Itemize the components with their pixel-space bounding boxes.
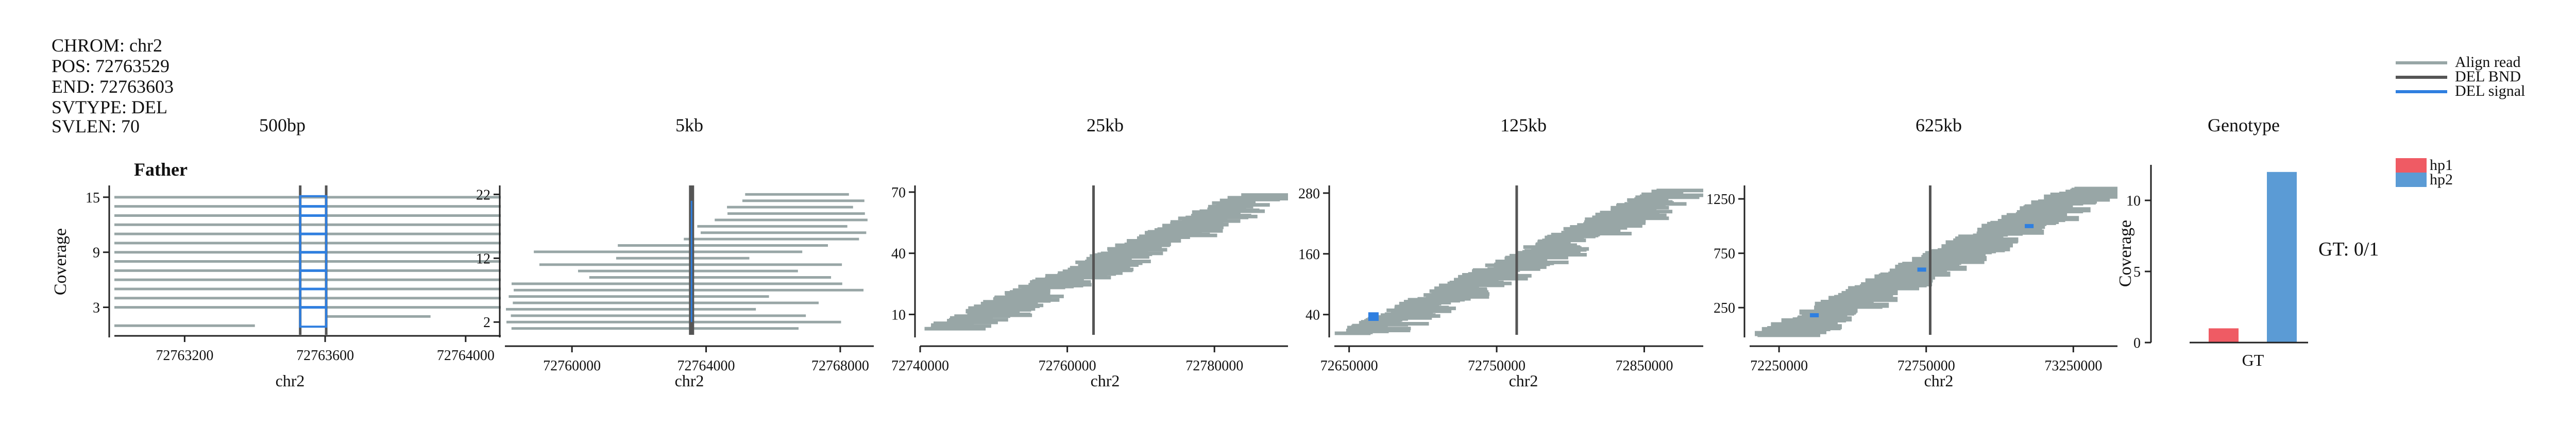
panel-title-125kb: 125kb [1500,115,1547,135]
x-axis-label-500bp: chr2 [276,371,305,390]
panel-title-625kb: 625kb [1916,115,1962,135]
info-pos: POS: 72763529 [52,56,170,76]
p125kb-x-tick-label-2: 72850000 [1615,358,1673,374]
info-svtype: SVTYPE: DEL [52,97,167,117]
info-end: END: 72763603 [52,76,174,97]
p625kb-x-tick-label-2: 73250000 [2044,358,2102,374]
p5kb-y-tick-label-0: 2 [483,315,490,331]
p625kb-y-tick-label-0: 250 [1714,300,1735,316]
p5kb-x-tick-label-2: 72768000 [811,358,869,374]
p625kb-x-tick-label-1: 72750000 [1897,358,1955,374]
p25kb-x-tick-label-0: 72740000 [891,358,949,374]
p125kb-x-tick-label-1: 72750000 [1468,358,1526,374]
legend-align-read: Align read [2455,54,2520,71]
hp1-label: hp1 [2430,157,2453,174]
panel-title-500bp: 500bp [259,115,306,135]
p500bp-x-tick-label-1: 72763600 [296,348,354,364]
sv-info: CHROM: chr2 POS: 72763529 END: 72763603 … [52,35,174,137]
p500bp-x-tick-label-2: 72764000 [437,348,495,364]
info-svlen: SVLEN: 70 [52,116,140,137]
p125kb-y-tick-label-0: 40 [1306,308,1320,323]
genotype-bar-hp1 [2209,328,2239,343]
panel-title-genotype: Genotype [2208,115,2280,135]
sample-name: Father [134,159,188,180]
genotype-bar-hp2 [2267,172,2297,343]
genotype-y-tick-label-0: 0 [2133,335,2141,351]
x-axis-label-625kb: chr2 [1924,371,1954,390]
genotype-gt-label: GT: 0/1 [2318,238,2379,260]
p500bp-y-tick-label-1: 9 [93,245,100,261]
p625kb-x-tick-label-0: 72250000 [1750,358,1808,374]
p25kb-y-tick-label-0: 10 [891,307,906,323]
p25kb-y-tick-label-1: 40 [891,246,906,262]
genotype-y-tick-label-1: 5 [2133,264,2141,280]
legend-del-bnd: DEL BND [2455,68,2521,85]
p125kb-x-tick-label-0: 72650000 [1320,358,1378,374]
hp1-swatch [2396,158,2427,173]
p625kb-y-tick-label-1: 750 [1714,246,1735,262]
hp2-swatch [2396,173,2427,187]
legend: Align read DEL BND DEL signal [2396,54,2525,99]
p25kb-x-tick-label-1: 72760000 [1039,358,1096,374]
genotype-y-axis-label: Coverage [2116,220,2135,287]
p500bp-y-tick-label-0: 3 [93,300,100,316]
y-axis-label-coverage: Coverage [51,228,70,295]
x-axis-label-25kb: chr2 [1091,371,1120,390]
p500bp-y-tick-label-2: 15 [86,190,100,206]
p500bp-signal-box [299,195,328,328]
hp-legend: hp1 hp2 [2396,157,2453,188]
chart-marks: 72763200 72763600 72764000 3 9 15 72760000 7276… [86,165,2308,374]
x-axis-label-125kb: chr2 [1509,371,1538,390]
legend-del-signal: DEL signal [2455,82,2525,99]
info-chrom: CHROM: chr2 [52,35,162,56]
p125kb-y-tick-label-2: 280 [1298,186,1320,202]
p25kb-y-tick-label-2: 70 [891,185,906,201]
p5kb-y-tick-label-1: 12 [476,251,490,267]
p625kb-y-tick-label-2: 1250 [1706,192,1735,208]
panel-title-25kb: 25kb [1087,115,1124,135]
p25kb-x-tick-label-2: 72780000 [1185,358,1243,374]
genotype-x-tick-label: GT [2242,351,2264,369]
p5kb-x-tick-label-1: 72764000 [677,358,735,374]
x-axis-label-5kb: chr2 [675,371,704,390]
p125kb-y-tick-label-1: 160 [1298,247,1320,263]
p5kb-x-tick-label-0: 72760000 [543,358,601,374]
hp2-label: hp2 [2430,171,2453,188]
genotype-y-tick-label-2: 10 [2126,193,2141,209]
p500bp-x-tick-label-0: 72763200 [156,348,213,364]
panel-title-5kb: 5kb [675,115,703,135]
p5kb-y-tick-label-2: 22 [476,187,490,203]
